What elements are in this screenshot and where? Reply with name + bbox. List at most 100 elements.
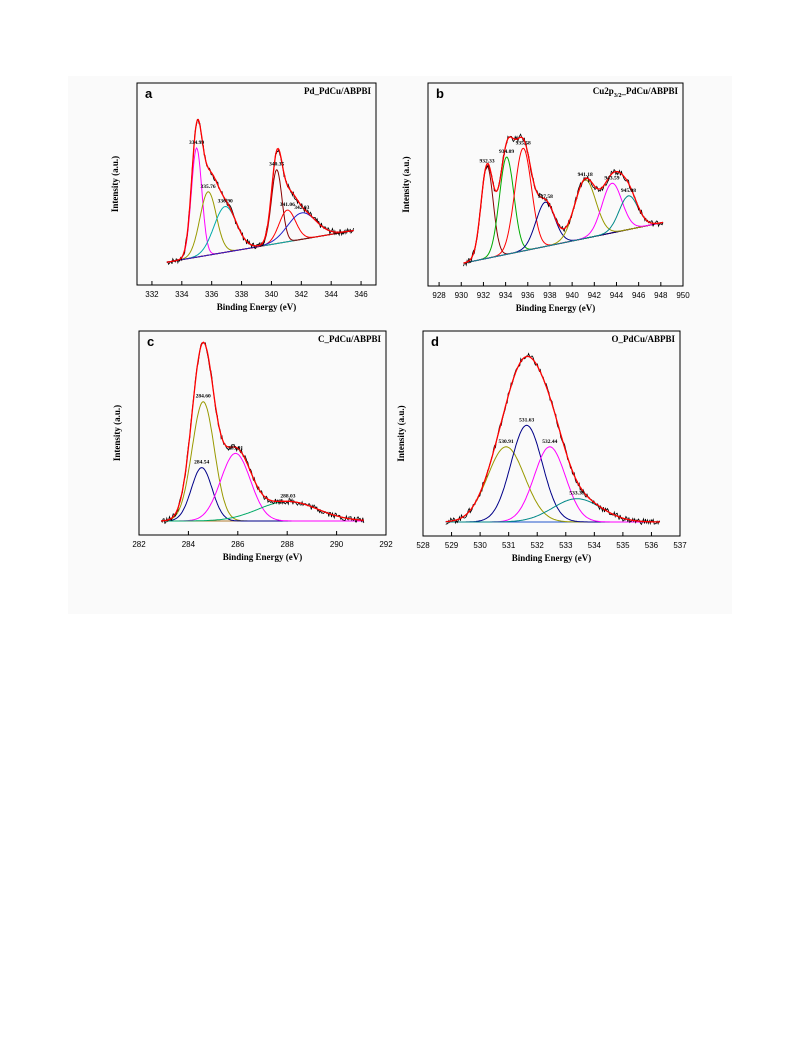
peak-label: 284.54 bbox=[194, 460, 209, 466]
x-tick-label: 534 bbox=[588, 541, 602, 550]
component-peak bbox=[463, 165, 664, 264]
x-tick-label: 946 bbox=[632, 291, 646, 300]
panel-letter: a bbox=[145, 86, 153, 101]
component-peak bbox=[463, 201, 664, 264]
panel-title: Cu2p3/2_PdCu/ABPBI bbox=[593, 86, 679, 99]
x-tick-label: 533 bbox=[559, 541, 573, 550]
x-tick-label: 530 bbox=[473, 541, 487, 550]
y-axis-title: Intensity (a.u.) bbox=[401, 156, 411, 212]
x-tick-label: 535 bbox=[616, 541, 630, 550]
x-tick-label: 286 bbox=[231, 540, 245, 549]
component-peak bbox=[445, 446, 660, 523]
panel-title: O_PdCu/ABPBI bbox=[611, 334, 675, 344]
peak-label: 932.33 bbox=[480, 158, 495, 164]
peak-label: 285.91 bbox=[228, 445, 243, 451]
x-tick-label: 950 bbox=[676, 291, 690, 300]
fitted-envelope bbox=[166, 118, 354, 263]
x-tick-label: 284 bbox=[182, 540, 196, 549]
x-tick-label: 536 bbox=[645, 541, 659, 550]
peak-label: 935.58 bbox=[516, 140, 531, 146]
chart-panel-d: 528 529 530 531 532 533 534 535 536 537 Binding En… bbox=[396, 330, 687, 563]
peak-label: 341.06 bbox=[280, 202, 295, 208]
x-tick-label: 340 bbox=[265, 290, 279, 299]
panel-letter: d bbox=[431, 334, 439, 349]
panel-title-subscript: 3/2 bbox=[614, 93, 622, 99]
x-axis-title: Binding Energy (eV) bbox=[217, 302, 297, 312]
panel-title-main: O_PdCu/ABPBI bbox=[611, 334, 675, 344]
panel-title: C_PdCu/ABPBI bbox=[318, 334, 382, 344]
x-tick-label: 934 bbox=[499, 291, 513, 300]
peak-label: 532.44 bbox=[542, 439, 557, 445]
x-tick-label: 944 bbox=[610, 291, 624, 300]
x-tick-label: 936 bbox=[521, 291, 535, 300]
x-tick-label: 346 bbox=[354, 290, 368, 299]
x-axis-title: Binding Energy (eV) bbox=[512, 553, 592, 563]
component-peak bbox=[166, 205, 354, 263]
peak-label: 937.58 bbox=[538, 194, 553, 200]
x-tick-label: 528 bbox=[416, 541, 430, 550]
x-tick-label: 290 bbox=[330, 540, 344, 549]
peak-label: 530.91 bbox=[499, 439, 514, 445]
peak-label: 342.03 bbox=[294, 205, 309, 211]
experimental-spectrum bbox=[160, 342, 365, 525]
x-tick-label: 932 bbox=[477, 291, 491, 300]
peak-label: 945.08 bbox=[621, 188, 636, 194]
x-tick-label: 344 bbox=[325, 290, 339, 299]
y-axis-title: Intensity (a.u.) bbox=[396, 405, 406, 461]
x-axis-title: Binding Energy (eV) bbox=[223, 552, 303, 562]
peak-label: 336.90 bbox=[218, 199, 233, 205]
chart-panel-a: 332 334 336 338 340 342 344 346 Binding Energy (… bbox=[110, 82, 377, 312]
plot-frame bbox=[422, 330, 681, 537]
plot-frame bbox=[138, 330, 387, 536]
fitted-envelope bbox=[445, 355, 660, 523]
peak-label: 943.59 bbox=[604, 175, 619, 181]
panel-title-main: C_PdCu/ABPBI bbox=[318, 334, 382, 344]
panel-letter: c bbox=[147, 334, 154, 349]
x-tick-label: 336 bbox=[205, 290, 219, 299]
panel-title-main: Cu2p bbox=[593, 86, 614, 96]
panel-title-main: Pd_PdCu/ABPBI bbox=[304, 86, 372, 96]
chart-panel-b: 928 930 932 934 936 938 940 942 944 946 948 950 Bind… bbox=[401, 82, 690, 313]
component-peak bbox=[445, 446, 660, 523]
plot-frame bbox=[136, 82, 377, 286]
x-tick-label: 942 bbox=[588, 291, 602, 300]
peak-label: 941.18 bbox=[578, 172, 593, 178]
x-tick-label: 332 bbox=[145, 290, 159, 299]
chart-panel-c: 282 284 286 288 290 292 Binding Energy (eV) Int… bbox=[112, 330, 393, 562]
x-tick-label: 928 bbox=[432, 291, 446, 300]
component-peak bbox=[463, 182, 664, 264]
x-axis-title: Binding Energy (eV) bbox=[516, 303, 596, 313]
y-axis-title: Intensity (a.u.) bbox=[112, 405, 122, 461]
peak-label: 288.03 bbox=[280, 493, 295, 499]
panel-title-rest: _PdCu/ABPBI bbox=[620, 86, 678, 96]
x-tick-label: 537 bbox=[673, 541, 687, 550]
panel-title: Pd_PdCu/ABPBI bbox=[304, 86, 372, 96]
component-peak bbox=[166, 169, 354, 263]
panel-letter: b bbox=[436, 86, 444, 101]
peak-label: 284.60 bbox=[196, 394, 211, 400]
component-peak bbox=[463, 156, 664, 264]
x-tick-label: 531 bbox=[502, 541, 516, 550]
x-tick-label: 288 bbox=[281, 540, 295, 549]
plot-frame bbox=[427, 82, 684, 287]
x-tick-label: 282 bbox=[132, 540, 146, 549]
x-tick-label: 948 bbox=[654, 291, 668, 300]
figure-area: 332 334 336 338 340 342 344 346 Binding Energy (… bbox=[68, 76, 732, 614]
fitted-envelope bbox=[463, 136, 664, 264]
peak-label: 934.09 bbox=[499, 149, 514, 155]
peak-label: 335.76 bbox=[201, 184, 216, 190]
component-peak bbox=[161, 500, 364, 522]
x-tick-label: 930 bbox=[455, 291, 469, 300]
component-peak bbox=[463, 195, 664, 264]
xps-figure: 332 334 336 338 340 342 344 346 Binding Energy (… bbox=[110, 82, 690, 563]
x-tick-label: 532 bbox=[531, 541, 545, 550]
x-tick-label: 529 bbox=[445, 541, 459, 550]
x-tick-label: 334 bbox=[175, 290, 189, 299]
component-peak bbox=[166, 209, 354, 263]
peak-label: 531.63 bbox=[519, 417, 534, 423]
component-peak bbox=[166, 212, 354, 263]
peak-label: 533.39 bbox=[569, 491, 584, 497]
x-tick-label: 338 bbox=[235, 290, 249, 299]
x-tick-label: 938 bbox=[543, 291, 557, 300]
peak-label: 340.35 bbox=[269, 162, 284, 168]
